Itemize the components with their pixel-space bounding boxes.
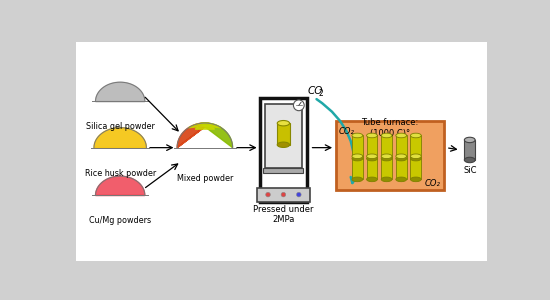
Ellipse shape [367,154,377,159]
Ellipse shape [381,154,392,159]
Ellipse shape [396,154,406,159]
Bar [336,121,444,190]
Bar [381,136,392,159]
Bar [410,136,421,159]
Bar [257,188,310,202]
Ellipse shape [381,133,392,138]
Bar [352,136,363,159]
Polygon shape [189,123,221,129]
Bar [366,136,377,159]
Text: Cu/Mg powders: Cu/Mg powders [89,216,151,225]
Circle shape [266,192,271,197]
Ellipse shape [352,154,363,159]
Ellipse shape [464,137,475,142]
Ellipse shape [464,157,475,163]
Bar [277,123,289,145]
Ellipse shape [352,156,363,161]
Ellipse shape [410,156,421,161]
Ellipse shape [396,177,406,182]
Ellipse shape [367,177,377,182]
Ellipse shape [410,133,421,138]
Text: SiC: SiC [463,166,476,175]
Polygon shape [201,123,233,148]
Ellipse shape [352,177,363,182]
Bar [263,167,304,173]
Text: 2: 2 [318,89,323,98]
Polygon shape [96,176,145,195]
Text: CO₂: CO₂ [339,127,355,136]
Ellipse shape [381,177,392,182]
Bar [396,136,406,159]
Ellipse shape [381,156,392,161]
Text: Mixed powder: Mixed powder [177,174,233,183]
Circle shape [296,192,301,197]
Circle shape [281,192,286,197]
Polygon shape [96,82,145,101]
Polygon shape [94,128,146,148]
Bar [352,156,363,179]
Bar [260,98,306,202]
Bar [396,156,406,179]
FancyArrowPatch shape [317,99,356,183]
Circle shape [294,100,304,111]
Bar [464,140,475,160]
Text: CO₂: CO₂ [425,179,441,188]
Ellipse shape [277,142,290,148]
Text: CO: CO [308,86,323,96]
Bar [265,104,302,168]
Ellipse shape [410,154,421,159]
Polygon shape [177,123,209,148]
Ellipse shape [352,133,363,138]
Bar [366,156,377,179]
Text: Tube furnace:
(1000 C)°: Tube furnace: (1000 C)° [361,118,419,138]
Ellipse shape [367,156,377,161]
Bar [410,156,421,179]
Ellipse shape [396,133,406,138]
Bar [381,156,392,179]
Ellipse shape [367,133,377,138]
Text: Pressed under
2MPa: Pressed under 2MPa [253,205,313,224]
Ellipse shape [410,177,421,182]
Text: Silica gel powder: Silica gel powder [86,122,155,131]
Text: Rice husk powder: Rice husk powder [85,169,156,178]
Ellipse shape [396,156,406,161]
Ellipse shape [277,121,290,126]
